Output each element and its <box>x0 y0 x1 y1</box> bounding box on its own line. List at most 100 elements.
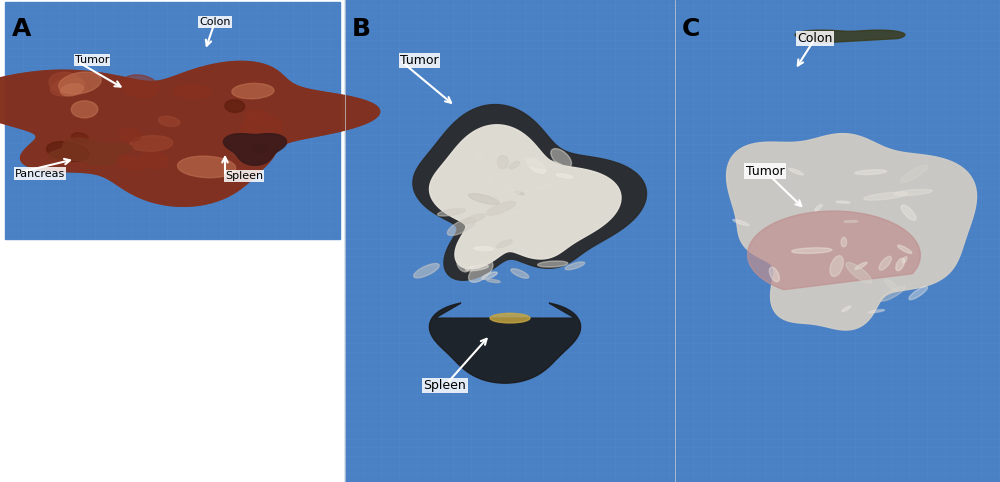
Ellipse shape <box>855 170 887 174</box>
Text: B: B <box>352 17 371 41</box>
Bar <box>0 0 345 482</box>
Ellipse shape <box>178 156 236 178</box>
Text: Colon: Colon <box>199 17 231 27</box>
Ellipse shape <box>909 286 927 300</box>
Ellipse shape <box>59 72 101 94</box>
Ellipse shape <box>527 158 546 174</box>
Ellipse shape <box>497 240 512 248</box>
Polygon shape <box>223 134 287 165</box>
Ellipse shape <box>841 237 847 247</box>
Polygon shape <box>748 211 920 290</box>
Ellipse shape <box>71 101 98 118</box>
Bar <box>5 2 340 239</box>
Ellipse shape <box>509 161 519 169</box>
Ellipse shape <box>49 72 81 93</box>
Ellipse shape <box>469 194 499 204</box>
Ellipse shape <box>490 313 530 323</box>
Ellipse shape <box>487 279 500 282</box>
Ellipse shape <box>855 262 867 269</box>
Ellipse shape <box>836 201 850 203</box>
Ellipse shape <box>465 265 488 271</box>
Ellipse shape <box>769 267 779 282</box>
Ellipse shape <box>469 261 493 282</box>
Ellipse shape <box>121 75 159 97</box>
Text: Tumor: Tumor <box>400 54 439 67</box>
Ellipse shape <box>885 279 898 291</box>
Ellipse shape <box>457 258 470 272</box>
Ellipse shape <box>815 205 822 211</box>
Ellipse shape <box>533 185 555 189</box>
Text: Spleen: Spleen <box>225 171 263 181</box>
Text: Tumor: Tumor <box>75 55 109 65</box>
Text: C: C <box>682 17 700 41</box>
Ellipse shape <box>119 128 141 142</box>
Polygon shape <box>727 134 977 330</box>
Ellipse shape <box>241 115 282 141</box>
Ellipse shape <box>879 256 891 270</box>
Polygon shape <box>429 125 621 269</box>
Ellipse shape <box>486 178 495 187</box>
Ellipse shape <box>844 220 858 222</box>
Ellipse shape <box>504 211 524 215</box>
Ellipse shape <box>551 148 572 168</box>
Ellipse shape <box>487 201 515 215</box>
Text: A: A <box>12 17 31 41</box>
Ellipse shape <box>245 110 271 122</box>
Ellipse shape <box>503 187 520 193</box>
Ellipse shape <box>864 192 908 200</box>
Ellipse shape <box>47 142 89 161</box>
Ellipse shape <box>894 189 932 196</box>
Ellipse shape <box>511 268 529 278</box>
Text: Tumor: Tumor <box>746 165 784 177</box>
Ellipse shape <box>232 83 274 99</box>
Ellipse shape <box>174 85 211 98</box>
Ellipse shape <box>140 151 168 169</box>
Ellipse shape <box>130 135 173 151</box>
Ellipse shape <box>880 286 905 301</box>
Ellipse shape <box>71 133 88 143</box>
Ellipse shape <box>902 257 907 263</box>
Ellipse shape <box>60 84 83 96</box>
Ellipse shape <box>225 100 245 112</box>
Polygon shape <box>429 303 581 383</box>
Ellipse shape <box>842 306 851 312</box>
Ellipse shape <box>497 156 508 169</box>
Ellipse shape <box>520 158 563 169</box>
Ellipse shape <box>898 245 912 254</box>
Polygon shape <box>0 61 380 206</box>
Polygon shape <box>47 138 132 165</box>
Ellipse shape <box>118 157 144 170</box>
Text: Spleen: Spleen <box>424 379 466 392</box>
Ellipse shape <box>565 262 585 270</box>
Ellipse shape <box>901 205 916 220</box>
Ellipse shape <box>900 165 928 183</box>
Ellipse shape <box>158 116 180 126</box>
Ellipse shape <box>576 228 587 230</box>
Ellipse shape <box>830 255 843 277</box>
Ellipse shape <box>792 248 832 254</box>
Ellipse shape <box>252 144 268 153</box>
Ellipse shape <box>474 247 494 251</box>
Bar <box>345 0 675 482</box>
Ellipse shape <box>50 78 85 96</box>
Ellipse shape <box>868 309 885 313</box>
Polygon shape <box>413 105 646 281</box>
Polygon shape <box>0 61 380 206</box>
Bar <box>675 0 1000 482</box>
Ellipse shape <box>733 219 749 226</box>
Ellipse shape <box>447 218 476 236</box>
Ellipse shape <box>533 247 545 257</box>
Text: Colon: Colon <box>797 32 833 45</box>
Ellipse shape <box>789 168 803 175</box>
Text: Pancreas: Pancreas <box>15 169 65 178</box>
Ellipse shape <box>438 209 465 216</box>
Ellipse shape <box>538 261 568 267</box>
Ellipse shape <box>515 191 524 195</box>
Polygon shape <box>795 30 905 43</box>
Ellipse shape <box>482 272 497 280</box>
Ellipse shape <box>556 174 573 178</box>
Ellipse shape <box>474 152 484 162</box>
Ellipse shape <box>463 214 485 224</box>
Ellipse shape <box>414 264 439 278</box>
Ellipse shape <box>846 263 872 283</box>
